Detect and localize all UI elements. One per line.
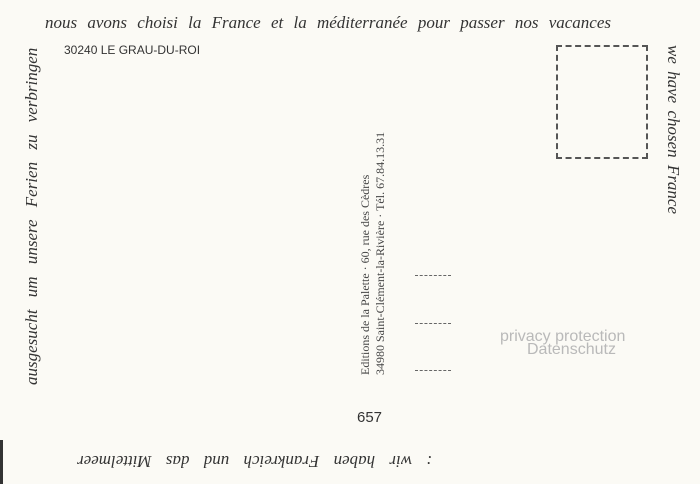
address-line bbox=[415, 370, 451, 371]
address-line bbox=[415, 323, 451, 324]
handwritten-message-bottom: : wir haben Frankreich und das Mittelmee… bbox=[77, 452, 432, 471]
card-number: 657 bbox=[357, 409, 383, 426]
watermark-line-2: Datenschutz bbox=[527, 341, 616, 358]
stamp-box bbox=[556, 45, 648, 159]
address-line bbox=[415, 275, 451, 276]
handwritten-message-top: nous avons choisi la France et la médite… bbox=[45, 13, 611, 32]
publisher-line-2: 34980 Saint-Clément-la-Rivière · Tél. 67… bbox=[373, 131, 387, 375]
watermark-line-1: privacy protection bbox=[500, 328, 626, 345]
place-caption: 30240 LE GRAU-DU-ROI bbox=[64, 43, 201, 57]
card-edge bbox=[0, 440, 3, 484]
handwritten-message-left: ausgesucht um unsere Ferien zu verbringe… bbox=[22, 47, 41, 385]
handwritten-message-right: we have chosen France bbox=[664, 45, 683, 215]
publisher-line-1: Editions de la Palette · 60, rue des Cèd… bbox=[358, 174, 372, 375]
publisher-info: Editions de la Palette · 60, rue des Cèd… bbox=[358, 132, 388, 375]
